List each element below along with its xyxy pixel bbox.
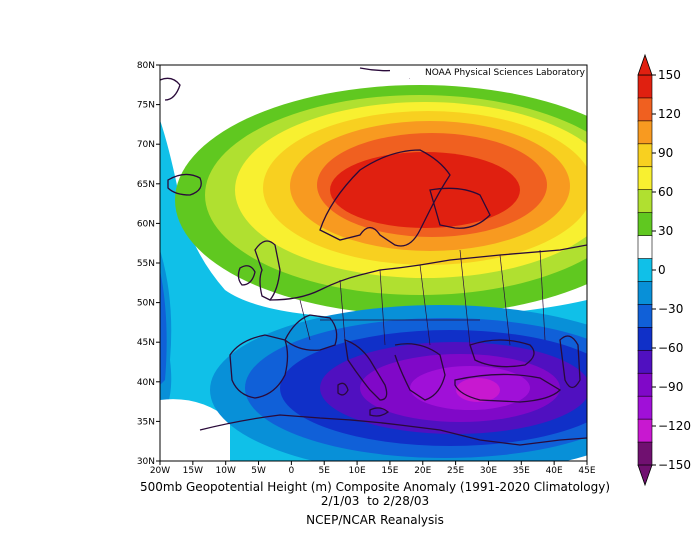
- colorbar-swatch: [637, 120, 653, 145]
- colorbar-label: 120: [658, 107, 681, 121]
- colorbar-swatch: [637, 441, 653, 466]
- anomaly-field: [160, 65, 587, 461]
- lat-tick-label: 60N: [137, 219, 155, 229]
- lat-tick-label: 70N: [137, 140, 155, 150]
- colorbar-swatch: [637, 304, 653, 329]
- borders: [299, 249, 546, 346]
- caption-source: NCEP/NCAR Reanalysis: [306, 513, 444, 527]
- colorbar-top-arrow: [637, 53, 653, 76]
- lon-tick-label: 5E: [319, 466, 331, 476]
- colorbar-label: −30: [658, 302, 683, 316]
- lat-tick-label: 45N: [137, 338, 155, 348]
- colorbar-label: 60: [658, 185, 673, 199]
- lon-tick-label: 20E: [414, 466, 431, 476]
- lon-tick-label: 10W: [216, 466, 236, 476]
- colorbar-swatch: [637, 372, 653, 397]
- colorbar-swatch: [637, 166, 653, 191]
- colorbar-label: 30: [658, 224, 673, 238]
- lat-tick-label: 65N: [137, 180, 155, 190]
- longitude-axis: 20W 15W 10W 5W 0 5E 10E 15E 20E 25E 30E 35E 40E 45E: [150, 461, 596, 476]
- colorbar-label: 90: [658, 146, 673, 160]
- lon-tick-label: 40E: [546, 466, 563, 476]
- colorbar-label: 150: [658, 68, 681, 82]
- colorbar-swatch: [637, 235, 653, 260]
- colorbar-label: −120: [658, 419, 691, 433]
- caption-dates: 2/1/03 to 2/28/03: [320, 494, 430, 508]
- colorbar-swatch: [637, 327, 653, 352]
- colorbar-label: −60: [658, 341, 683, 355]
- lat-tick-label: 40N: [137, 378, 155, 388]
- lat-tick-label: 75N: [137, 101, 155, 111]
- lon-tick-label: 0: [289, 466, 295, 476]
- colorbar-swatch: [637, 349, 653, 375]
- lat-tick-label: 30N: [137, 457, 155, 467]
- colorbar-swatch: [637, 418, 653, 443]
- colorbar-swatch: [637, 189, 653, 214]
- lat-tick-label: 55N: [137, 259, 155, 269]
- watermark: NOAA Physical Sciences Laboratory: [425, 68, 586, 78]
- colorbar-label: 0: [658, 263, 666, 277]
- colorbar-swatch: [637, 212, 653, 237]
- colorbar-bottom-arrow: [637, 464, 653, 487]
- watermark-bg: [390, 66, 586, 78]
- colorbar-swatch: [637, 74, 653, 99]
- lon-tick-label: 15W: [183, 466, 203, 476]
- colorbar: 150 120 90 60 30 0 −30 −60 −90 −120 −150: [637, 53, 691, 487]
- lon-tick-label: 15E: [381, 466, 398, 476]
- colorbar-swatch: [637, 143, 653, 168]
- colorbar-label: −90: [658, 380, 683, 394]
- colorbar-swatch: [637, 97, 653, 122]
- caption-title: 500mb Geopotential Height (m) Composite …: [139, 480, 610, 494]
- latitude-axis: 80N 75N 70N 65N 60N 55N 50N 45N 40N 35N 30N: [137, 61, 160, 467]
- colorbar-swatch: [637, 395, 653, 420]
- lon-tick-label: 35E: [513, 466, 530, 476]
- lon-tick-label: 10E: [349, 466, 366, 476]
- colorbar-label: −150: [658, 458, 691, 472]
- colorbar-swatch: [637, 281, 653, 306]
- lat-tick-label: 35N: [137, 417, 155, 427]
- lon-tick-label: 5W: [251, 466, 266, 476]
- lon-tick-label: 30E: [480, 466, 497, 476]
- lat-tick-label: 50N: [137, 299, 155, 309]
- lon-tick-label: 25E: [447, 466, 464, 476]
- lat-tick-label: 80N: [137, 61, 155, 71]
- lon-tick-label: 45E: [578, 466, 595, 476]
- lon-tick-label: 20W: [150, 466, 170, 476]
- colorbar-swatch: [637, 258, 653, 283]
